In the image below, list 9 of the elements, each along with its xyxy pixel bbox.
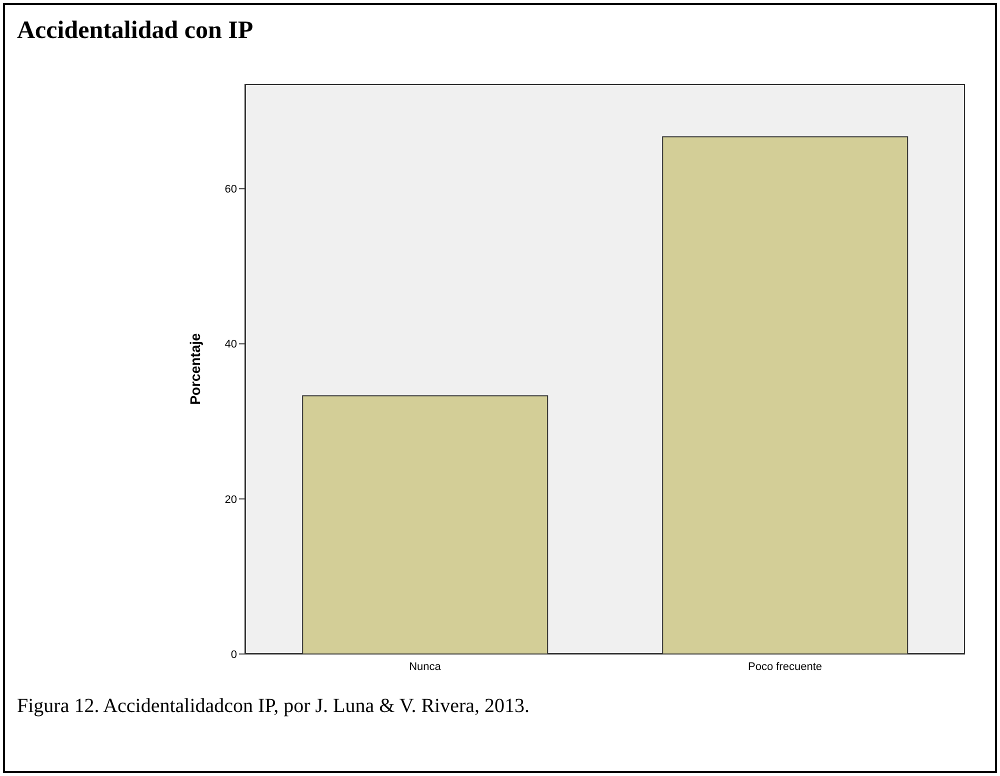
x-tick-label: Nunca bbox=[409, 660, 442, 673]
y-tick-label: 40 bbox=[224, 338, 237, 351]
x-tick-label: Poco frecuente bbox=[748, 660, 822, 673]
chart-title: Accidentalidad con IP bbox=[17, 17, 254, 45]
y-tick-label: 0 bbox=[230, 648, 237, 661]
text: Figura 12. Accidentalidadcon IP, por J. Luna & V. Rivera, 2013. bbox=[17, 695, 530, 718]
y-tick-label: 60 bbox=[224, 184, 237, 196]
y-tick-label: 20 bbox=[224, 494, 237, 506]
y-axis-title: Porcentaje bbox=[186, 332, 203, 405]
